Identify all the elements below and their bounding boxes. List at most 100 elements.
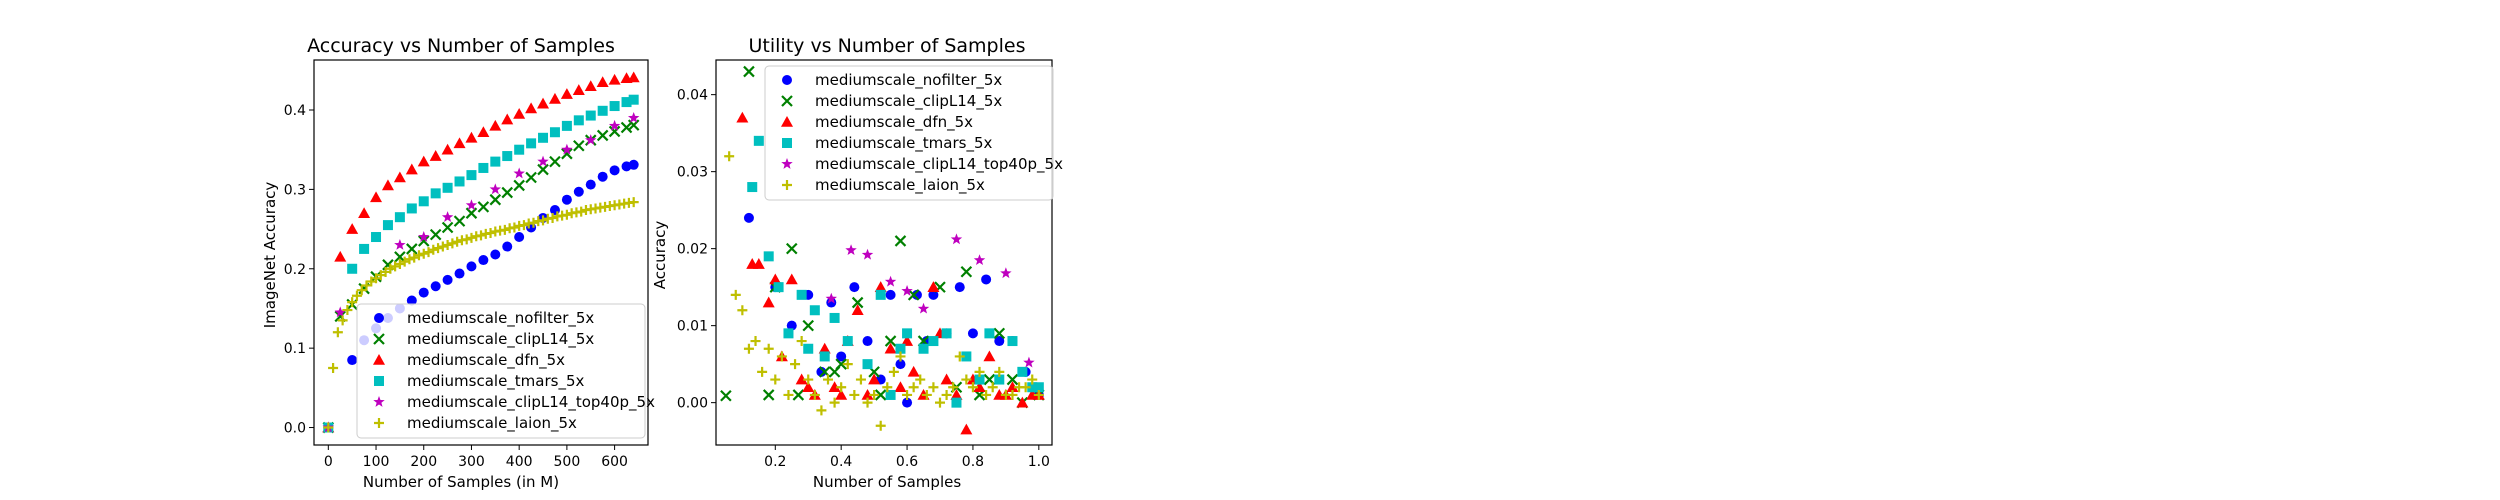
data-point — [828, 381, 841, 393]
data-point — [987, 382, 998, 393]
data-point — [762, 296, 775, 308]
data-point — [548, 92, 561, 104]
utility-legend-label-mediumscale-nofilter-5x: mediumscale_nofilter_5x — [815, 71, 1002, 90]
accuracy-chart-title: Accuracy vs Number of Samples — [307, 35, 615, 57]
accuracy-chart-xlabel: Number of Samples (in M) — [363, 473, 559, 491]
data-point — [501, 113, 514, 125]
data-point — [442, 239, 453, 250]
data-point — [818, 342, 831, 354]
data-point — [342, 305, 353, 316]
data-point — [393, 171, 406, 183]
data-point — [526, 138, 537, 149]
accuracy-legend-label-mediumscale-clipl14-top40p-5x: mediumscale_clipL14_top40p_5x — [407, 393, 655, 412]
data-point — [960, 265, 973, 278]
data-point — [783, 328, 794, 339]
data-point — [1033, 389, 1044, 400]
utility-legend-label-mediumscale-laion-5x: mediumscale_laion_5x — [815, 176, 985, 195]
data-point — [485, 228, 496, 239]
data-point — [453, 215, 466, 227]
accuracy-x-tick-label: 200 — [410, 454, 437, 470]
data-point — [502, 151, 513, 162]
data-point — [874, 281, 887, 292]
data-point — [823, 374, 833, 385]
data-point — [428, 244, 439, 255]
data-point — [849, 282, 860, 293]
data-point — [413, 250, 424, 261]
data-point — [323, 422, 334, 433]
data-point — [561, 120, 572, 131]
data-point — [537, 97, 550, 109]
data-point — [620, 121, 633, 134]
data-point — [927, 281, 940, 292]
data-point — [347, 355, 358, 366]
data-point — [418, 231, 430, 242]
utility-axes-frame — [715, 59, 1053, 446]
accuracy-y-tick-label: 0.0 — [284, 421, 306, 437]
data-point — [537, 155, 549, 167]
data-point — [941, 389, 952, 400]
data-point — [961, 351, 972, 362]
data-point — [981, 389, 992, 400]
data-point — [609, 101, 620, 112]
data-point — [528, 217, 539, 228]
data-point — [608, 73, 621, 85]
data-point — [785, 273, 798, 285]
data-point — [1033, 382, 1044, 393]
data-point — [743, 65, 755, 78]
data-point — [928, 382, 939, 393]
data-point — [490, 156, 501, 167]
data-point — [371, 232, 382, 243]
data-point — [884, 342, 897, 354]
data-point — [757, 366, 768, 377]
data-point — [770, 374, 781, 385]
data-point — [404, 254, 415, 265]
utility-series-mediumscale-laion-5x — [724, 151, 1044, 431]
data-point — [816, 366, 827, 377]
data-point — [835, 388, 848, 400]
utility-chart-xlabel: Number of Samples — [813, 473, 961, 491]
data-point — [478, 162, 489, 173]
data-point — [907, 289, 920, 301]
data-point — [573, 115, 584, 126]
data-point — [951, 397, 962, 408]
data-point — [809, 389, 820, 400]
accuracy-y-tick-label: 0.4 — [284, 103, 306, 119]
data-point — [370, 191, 383, 203]
data-point — [894, 235, 907, 247]
data-point — [954, 282, 965, 293]
data-point — [1007, 389, 1018, 400]
data-point — [1023, 356, 1035, 368]
data-point — [902, 389, 913, 400]
data-point — [967, 328, 978, 339]
data-point — [917, 302, 930, 314]
data-point — [743, 212, 754, 223]
data-point — [461, 234, 472, 245]
data-point — [489, 193, 502, 206]
data-point — [509, 222, 520, 233]
data-point — [901, 285, 913, 296]
data-point — [849, 389, 860, 400]
accuracy-x-tick-label: 100 — [363, 454, 390, 470]
utility-y-tick-label: 0.04 — [677, 88, 708, 104]
data-point — [418, 248, 429, 259]
data-point — [525, 102, 538, 114]
data-point — [1020, 382, 1031, 393]
data-point — [538, 215, 549, 226]
data-point — [356, 285, 367, 296]
data-point — [750, 336, 761, 347]
data-point — [884, 335, 897, 347]
data-point — [334, 250, 347, 262]
data-point — [549, 205, 560, 216]
data-point — [950, 233, 963, 245]
data-point — [803, 374, 814, 385]
data-point — [795, 373, 808, 385]
data-point — [928, 336, 939, 347]
data-point — [417, 155, 430, 167]
data-point — [836, 382, 847, 393]
accuracy-legend-label-mediumscale-tmars-5x: mediumscale_tmars_5x — [407, 372, 585, 391]
data-point — [609, 165, 620, 176]
data-point — [394, 251, 406, 263]
accuracy-legend-label-mediumscale-laion-5x: mediumscale_laion_5x — [407, 414, 577, 433]
data-point — [447, 238, 458, 249]
utility-legend-marker-mediumscale-nofilter-5x — [782, 75, 792, 85]
